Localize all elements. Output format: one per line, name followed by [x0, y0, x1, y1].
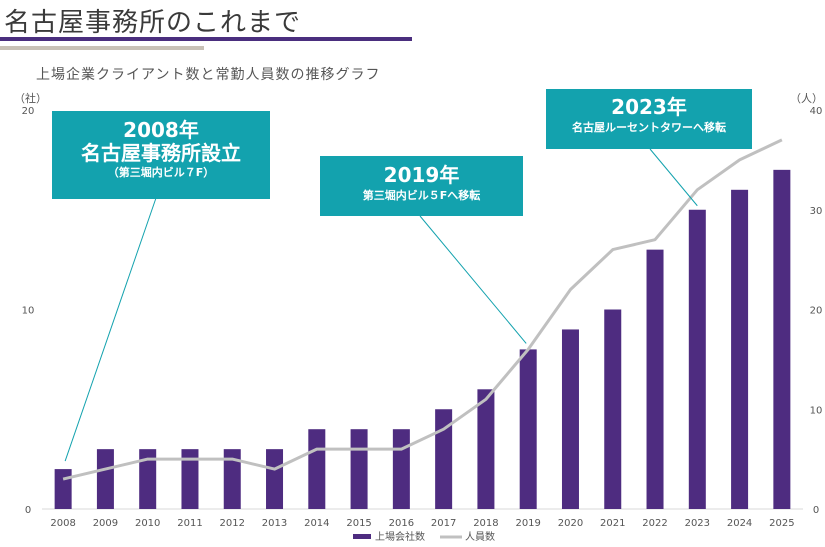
staff-line	[62, 138, 783, 481]
right-axis-tick: 40	[810, 106, 823, 117]
x-axis-tick: 2018	[473, 518, 498, 529]
bar-2020	[561, 329, 579, 509]
bar-2022	[646, 249, 664, 509]
bar-2012	[223, 449, 241, 509]
right-axis-tick: 20	[810, 306, 823, 317]
annotation-2008-line1: 名古屋事務所設立	[81, 141, 241, 165]
left-axis-tick: 10	[22, 306, 35, 317]
left-axis-unit: （社）	[14, 92, 47, 105]
legend-line-label: 人員数	[465, 530, 495, 543]
annotation-2019-year: 2019年	[383, 163, 460, 187]
annotation-2023-connector	[649, 148, 698, 207]
x-axis-tick: 2025	[769, 518, 794, 529]
bar-2025	[773, 169, 791, 509]
bar-2018	[477, 389, 495, 509]
bar-2011	[181, 449, 199, 509]
annotation-2008-connector	[64, 197, 157, 462]
left-axis-tick: 0	[25, 505, 31, 516]
annotation-2008: 2008年 名古屋事務所設立 （第三堀内ビル７F）	[52, 111, 270, 199]
x-axis-tick: 2014	[304, 518, 329, 529]
x-axis-tick: 2013	[262, 518, 287, 529]
left-axis-tick: 20	[22, 106, 35, 117]
annotation-2008-line2: （第三堀内ビル７F）	[107, 166, 215, 179]
bar-2013	[266, 449, 284, 509]
x-axis-tick: 2011	[177, 518, 202, 529]
annotation-2019-connector	[419, 215, 527, 344]
bar-2009	[96, 449, 114, 509]
bar-2021	[604, 309, 622, 509]
x-axis-tick: 2020	[558, 518, 583, 529]
legend-bar-label: 上場会社数	[375, 530, 425, 543]
x-axis-tick: 2021	[600, 518, 625, 529]
legend-bar-swatch	[353, 534, 371, 539]
bar-2016	[392, 429, 410, 509]
bar-2008	[54, 469, 72, 509]
annotation-2023-year: 2023年	[611, 95, 687, 119]
annotation-2008-year: 2008年	[123, 118, 199, 142]
right-axis-tick: 0	[813, 505, 819, 516]
bar-2010	[139, 449, 157, 509]
x-axis-tick: 2015	[346, 518, 371, 529]
x-axis-tick: 2024	[727, 518, 752, 529]
right-axis-tick: 10	[810, 405, 823, 416]
x-axis-tick: 2017	[431, 518, 456, 529]
x-axis-tick: 2023	[685, 518, 710, 529]
x-axis-tick: 2016	[389, 518, 414, 529]
bar-2017	[435, 409, 453, 509]
x-axis-tick: 2019	[515, 518, 540, 529]
bar-2014	[308, 429, 326, 509]
annotation-2023: 2023年 名古屋ルーセントタワーへ移転	[546, 89, 752, 149]
bar-2019	[519, 349, 537, 509]
chart-subtitle: 上場企業クライアント数と常勤人員数の推移グラフ	[36, 67, 381, 83]
title-underline	[0, 37, 412, 41]
x-axis-tick: 2022	[642, 518, 667, 529]
bar-2023	[688, 209, 706, 509]
title-underline-sub	[0, 46, 204, 50]
x-axis-tick: 2008	[50, 518, 75, 529]
bar-2024	[731, 189, 749, 510]
bar-2015	[350, 429, 368, 509]
annotation-2019-line1: 第三堀内ビル５Fへ移転	[362, 189, 481, 202]
page-title: 名古屋事務所のこれまで	[4, 8, 302, 38]
x-axis-tick: 2012	[220, 518, 245, 529]
right-axis-tick: 30	[810, 206, 823, 217]
annotation-2019: 2019年 第三堀内ビル５Fへ移転	[320, 156, 523, 216]
right-axis-unit: （人）	[790, 92, 823, 105]
annotation-2023-line1: 名古屋ルーセントタワーへ移転	[572, 121, 726, 134]
x-axis-tick: 2009	[93, 518, 118, 529]
x-axis-tick: 2010	[135, 518, 160, 529]
